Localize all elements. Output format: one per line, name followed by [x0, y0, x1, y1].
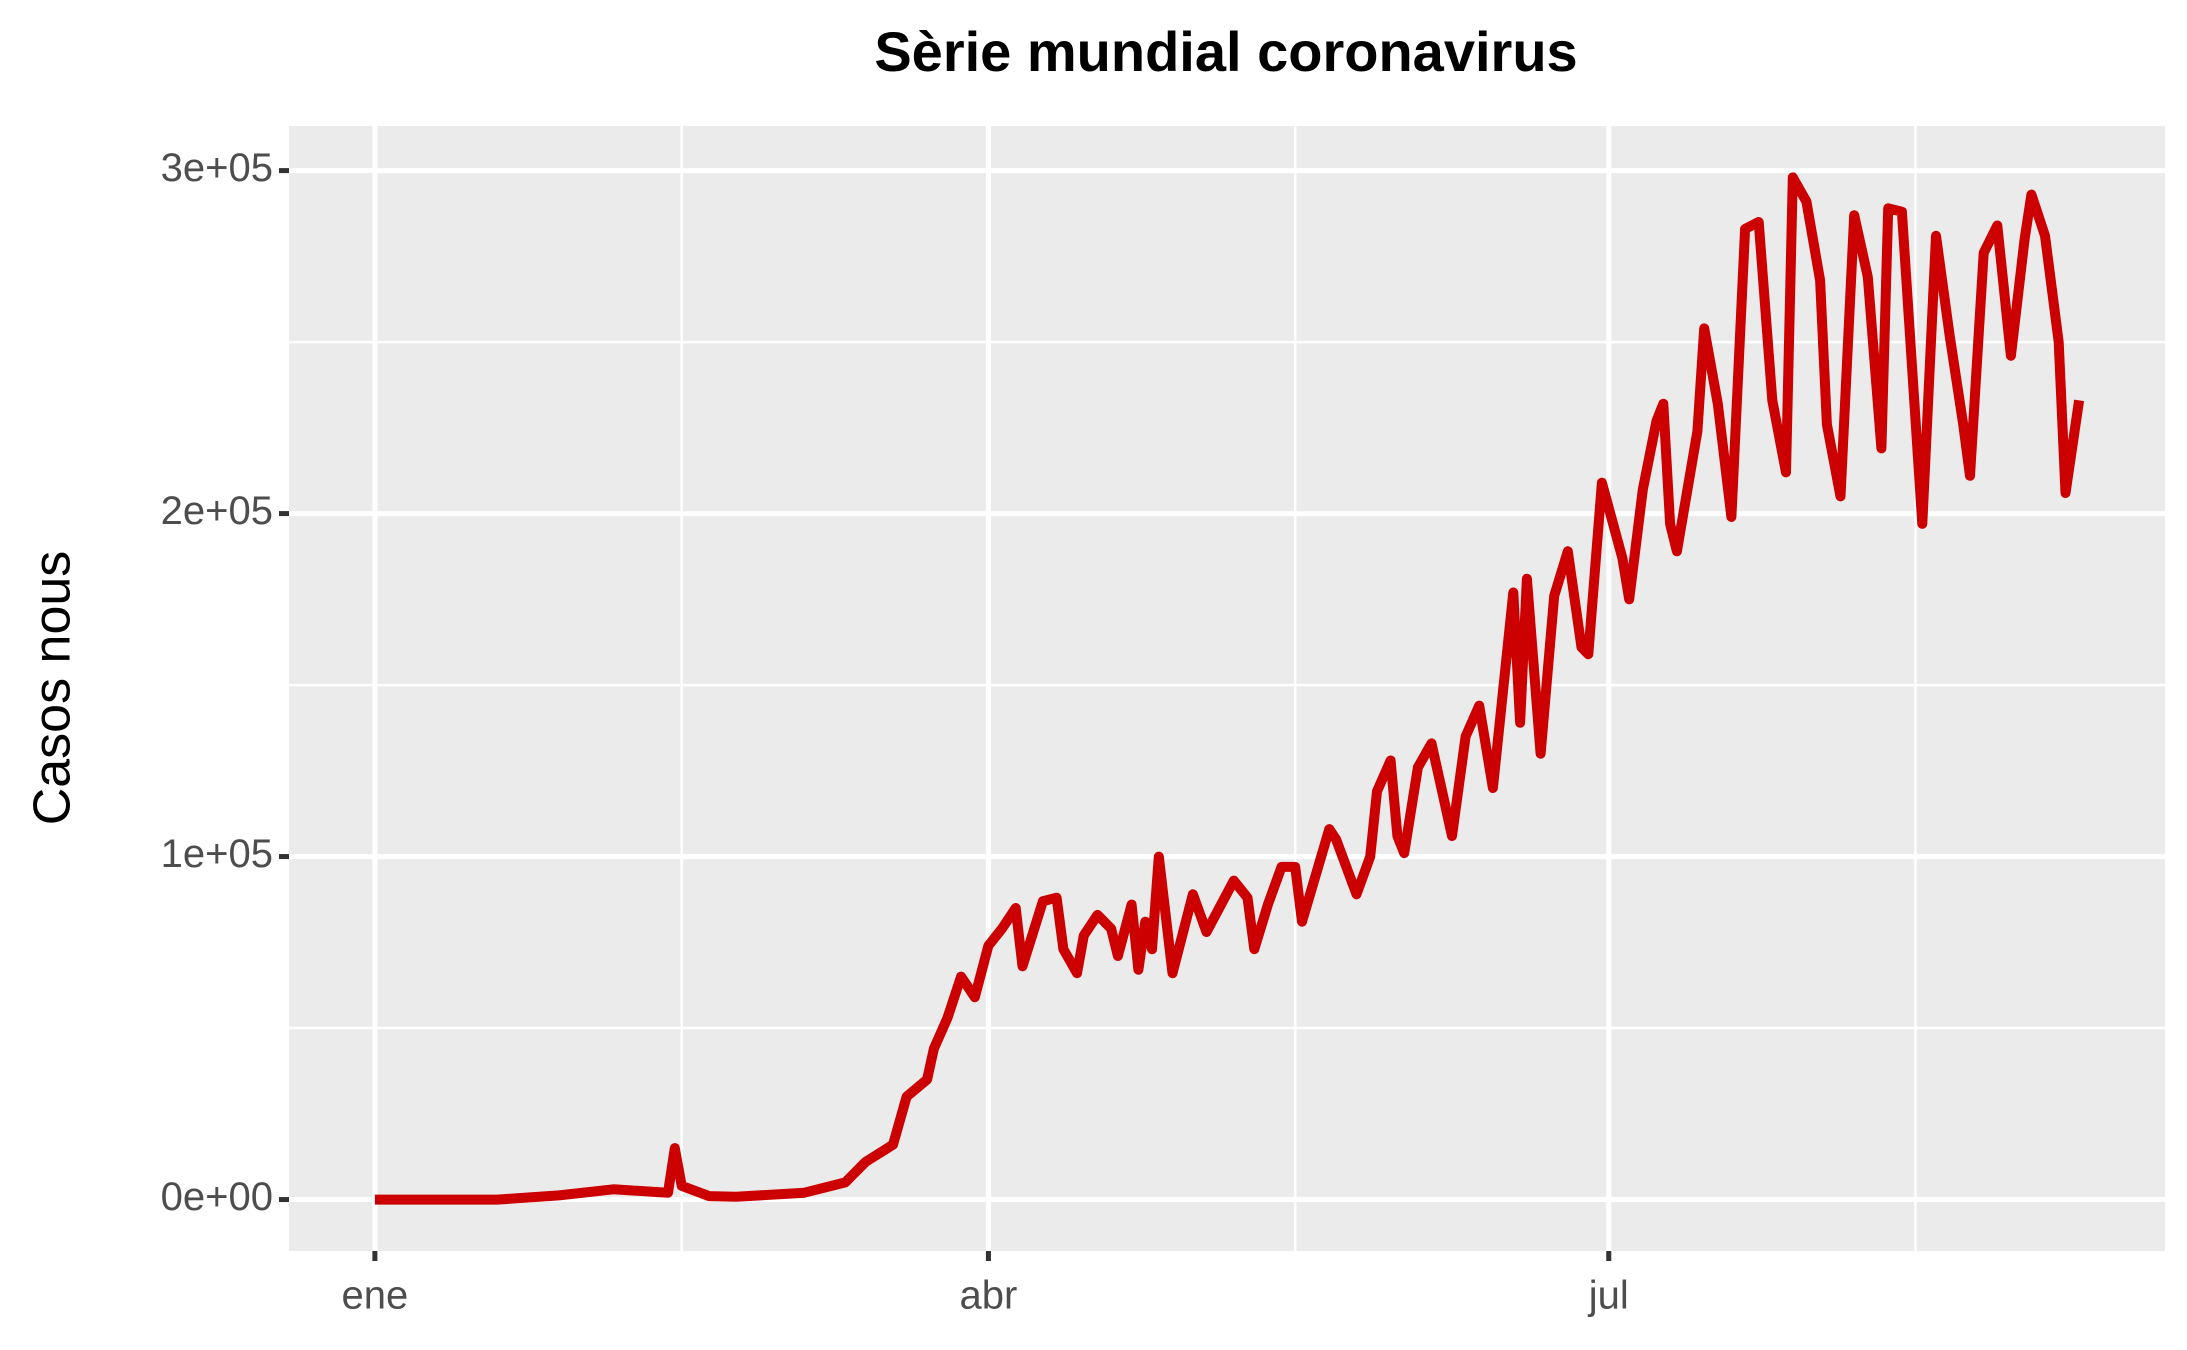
x-tick-label: abr	[960, 1274, 1018, 1318]
chart-title: Sèrie mundial coronavirus	[874, 20, 1577, 83]
y-tick-label: 2e+05	[161, 489, 273, 533]
data-line	[374, 172, 2085, 1205]
x-tick-label: ene	[342, 1274, 409, 1318]
y-axis-title: Casos nous	[24, 551, 82, 826]
y-tick-label: 3e+05	[161, 146, 273, 190]
y-tick-label: 0e+00	[161, 1175, 273, 1219]
y-tick-label: 1e+05	[161, 832, 273, 876]
x-tick-label: jul	[1588, 1274, 1629, 1318]
